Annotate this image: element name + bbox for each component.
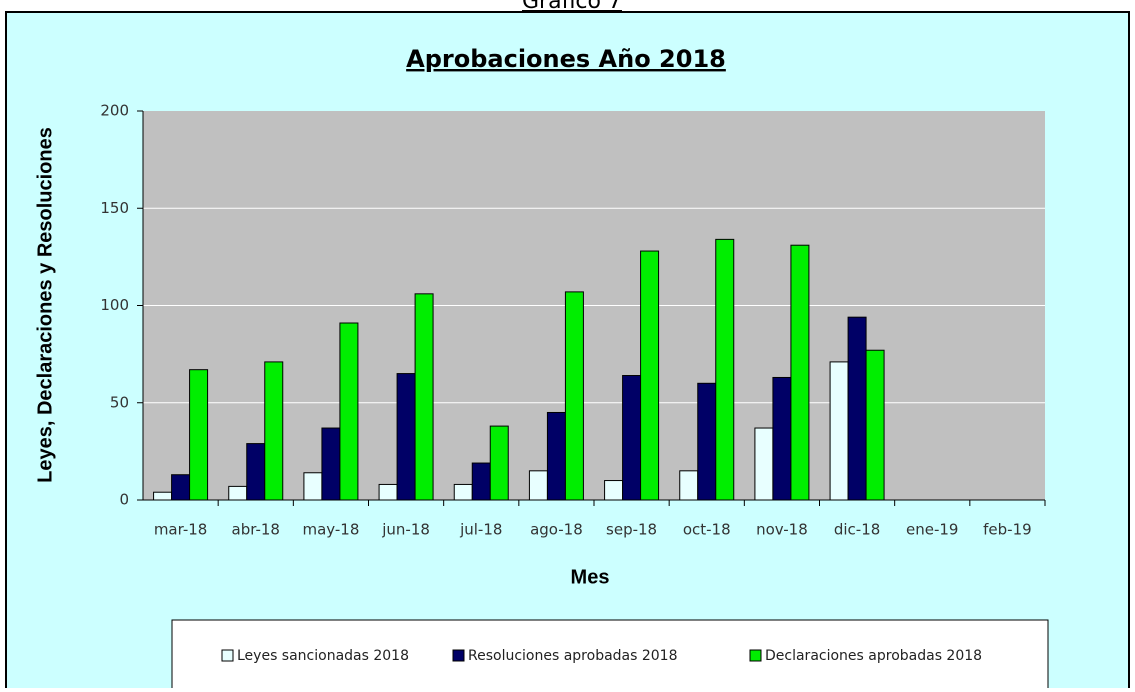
bar bbox=[622, 375, 642, 501]
x-tick-label: oct-18 bbox=[683, 521, 731, 539]
bar bbox=[171, 474, 191, 501]
y-tick-label: 100 bbox=[100, 296, 129, 314]
bar bbox=[228, 485, 248, 501]
bar bbox=[471, 462, 491, 501]
y-tick-label: 50 bbox=[110, 393, 129, 411]
legend-label: Leyes sancionadas 2018 bbox=[237, 648, 409, 664]
bar bbox=[604, 480, 624, 501]
x-axis-title: Mes bbox=[571, 566, 610, 588]
x-tick-label: nov-18 bbox=[756, 521, 808, 539]
x-tick-label: feb-19 bbox=[983, 521, 1032, 539]
bar bbox=[829, 361, 849, 501]
y-axis-title: Leyes, Declaraciones y Resoluciones bbox=[34, 127, 56, 483]
x-tick-label: may-18 bbox=[302, 521, 359, 539]
y-tick-label: 200 bbox=[100, 102, 129, 120]
x-tick-label: ago-18 bbox=[530, 521, 583, 539]
x-tick-label: ene-19 bbox=[906, 521, 958, 539]
bar bbox=[378, 483, 398, 501]
legend bbox=[171, 619, 1049, 692]
x-tick-label: mar-18 bbox=[154, 521, 208, 539]
chart-title: Aprobaciones Año 2018 bbox=[406, 45, 726, 73]
bar bbox=[153, 491, 173, 501]
bar bbox=[321, 427, 341, 501]
bar bbox=[489, 425, 509, 501]
legend-swatch bbox=[452, 649, 465, 662]
bar bbox=[189, 369, 209, 501]
x-tick-label: sep-18 bbox=[606, 521, 657, 539]
x-tick-label: jul-18 bbox=[459, 521, 502, 539]
bar bbox=[697, 382, 717, 501]
bar bbox=[528, 470, 548, 501]
page-heading: Gráfico 7 bbox=[522, 0, 622, 14]
x-tick-label: jun-18 bbox=[381, 521, 430, 539]
legend-label: Declaraciones aprobadas 2018 bbox=[765, 648, 982, 664]
bar bbox=[847, 316, 867, 501]
legend-label: Resoluciones aprobadas 2018 bbox=[468, 648, 678, 664]
bar bbox=[772, 376, 792, 501]
bar bbox=[679, 470, 699, 501]
bar bbox=[640, 250, 660, 501]
bar bbox=[264, 361, 284, 501]
legend-swatch bbox=[749, 649, 762, 662]
bar bbox=[453, 483, 473, 501]
x-tick-label: abr-18 bbox=[232, 521, 280, 539]
bar bbox=[414, 293, 434, 501]
bar bbox=[715, 238, 735, 501]
bar bbox=[246, 443, 266, 501]
y-tick-label: 0 bbox=[119, 491, 129, 509]
bar bbox=[754, 427, 774, 501]
bar bbox=[396, 373, 416, 501]
bar bbox=[790, 244, 810, 501]
bar bbox=[564, 291, 584, 501]
bar bbox=[546, 411, 566, 501]
x-tick-label: dic-18 bbox=[834, 521, 880, 539]
bar bbox=[865, 349, 885, 501]
bar bbox=[339, 322, 359, 501]
y-tick-label: 150 bbox=[100, 199, 129, 217]
bar bbox=[303, 472, 323, 501]
legend-swatch bbox=[221, 649, 234, 662]
